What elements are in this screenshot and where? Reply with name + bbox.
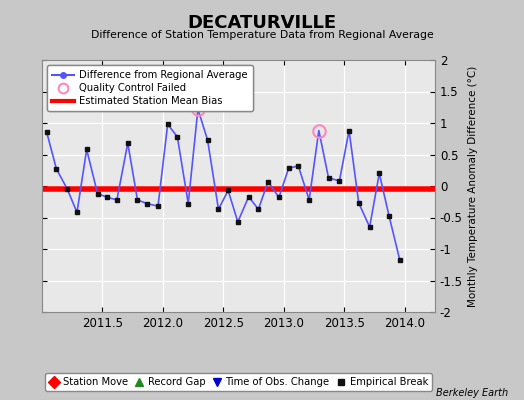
Y-axis label: Monthly Temperature Anomaly Difference (°C): Monthly Temperature Anomaly Difference (… xyxy=(468,65,478,307)
Text: Berkeley Earth: Berkeley Earth xyxy=(436,388,508,398)
Legend: Difference from Regional Average, Quality Control Failed, Estimated Station Mean: Difference from Regional Average, Qualit… xyxy=(47,65,253,111)
Text: DECATURVILLE: DECATURVILLE xyxy=(188,14,336,32)
Text: Difference of Station Temperature Data from Regional Average: Difference of Station Temperature Data f… xyxy=(91,30,433,40)
Legend: Station Move, Record Gap, Time of Obs. Change, Empirical Break: Station Move, Record Gap, Time of Obs. C… xyxy=(45,373,432,391)
